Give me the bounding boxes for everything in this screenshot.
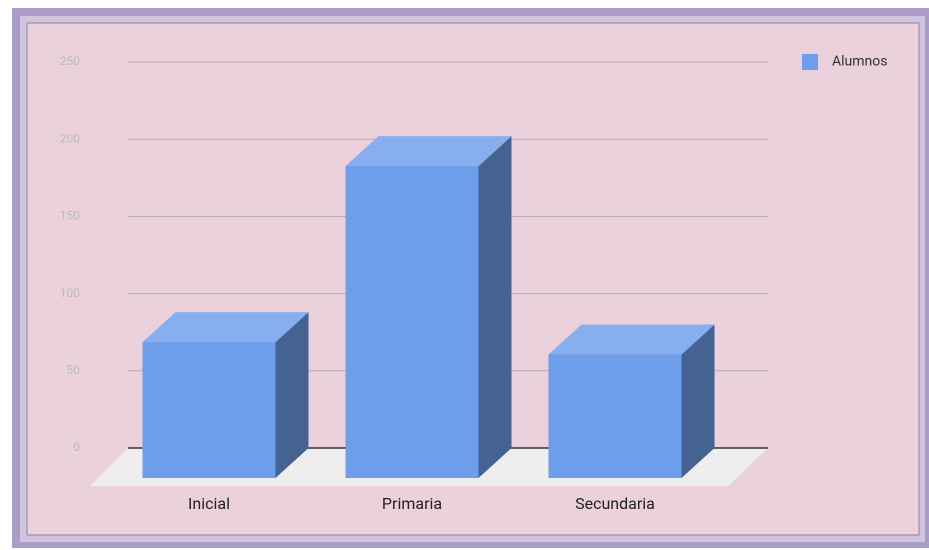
y-tick-label: 200	[60, 131, 80, 145]
bar	[142, 342, 276, 478]
bar	[548, 354, 682, 478]
bar	[345, 166, 479, 478]
legend-swatch	[802, 54, 818, 70]
x-tick-label: Inicial	[188, 494, 230, 513]
bar-side	[478, 136, 512, 478]
y-tick-label: 250	[60, 54, 80, 68]
bar-top	[142, 312, 309, 343]
x-tick-label: Secundaria	[575, 494, 655, 513]
x-tick-label: Primaria	[382, 494, 442, 513]
bar-top	[345, 136, 512, 167]
y-tick-label: 150	[60, 209, 80, 223]
legend-label: Alumnos	[832, 54, 887, 70]
bar-side	[681, 324, 715, 478]
y-tick-label: 50	[67, 363, 81, 377]
y-tick-label: 100	[60, 286, 80, 300]
bar-side	[275, 312, 309, 478]
bar-top	[548, 324, 715, 355]
y-tick-label: 0	[73, 440, 80, 454]
